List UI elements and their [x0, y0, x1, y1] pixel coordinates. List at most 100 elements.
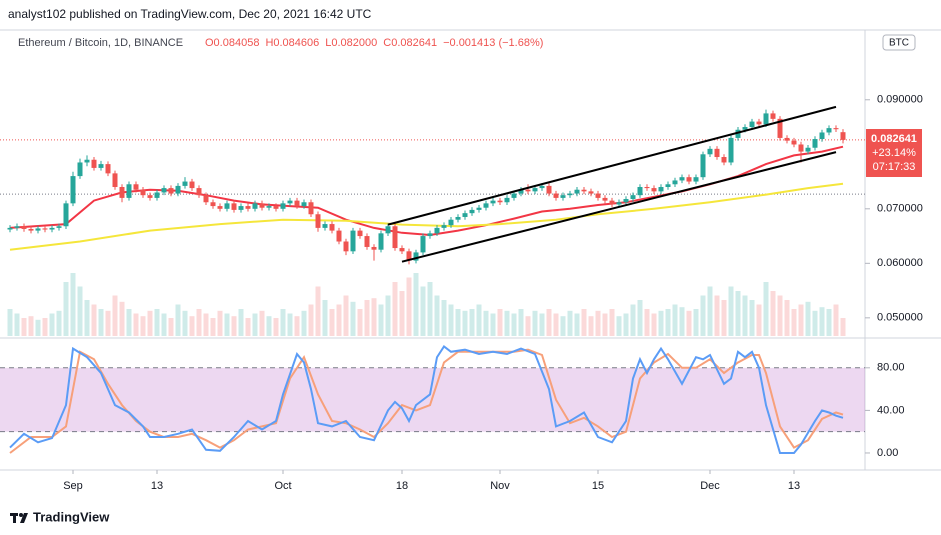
volume-bar [161, 313, 167, 336]
candle-body [98, 164, 104, 168]
volume-bar [49, 313, 55, 336]
candle-body [644, 186, 650, 189]
candle-body [336, 230, 342, 242]
volume-bar [770, 291, 776, 336]
candle-body [168, 188, 174, 194]
candle-body [245, 206, 251, 209]
volume-bar [329, 309, 335, 336]
volume-bar [420, 286, 426, 336]
volume-bar [189, 316, 195, 336]
volume-bar [672, 304, 678, 336]
candle-body [84, 159, 90, 163]
stoch-tick-label: 80.00 [877, 362, 905, 374]
candle-body [56, 226, 62, 228]
volume-bar [210, 318, 216, 336]
candle-body [112, 173, 118, 187]
candle-body [665, 184, 671, 187]
logo [10, 513, 28, 523]
candle-body [707, 148, 713, 155]
volume-bar [469, 309, 475, 336]
volume-bar [280, 309, 286, 336]
candle-body [231, 203, 237, 210]
volume-bar [511, 313, 517, 336]
volume-bar [273, 318, 279, 336]
volume-bar [812, 310, 818, 336]
candle-body [651, 188, 657, 192]
candle-body [686, 177, 692, 182]
volume-bar [301, 310, 307, 336]
candle-body [105, 164, 111, 174]
candle-body [238, 206, 244, 210]
volume-bar [637, 300, 643, 336]
volume-bar [441, 300, 447, 336]
volume-bar [455, 309, 461, 336]
x-tick-label: Sep [63, 480, 83, 492]
candle-body [7, 227, 13, 230]
candle-body [35, 228, 41, 231]
volume-bar [630, 304, 636, 336]
volume-bar [7, 309, 13, 336]
ohlc-value: −0.001413 (−1.68%) [443, 37, 543, 49]
candle-body [462, 213, 468, 217]
candle-body [350, 230, 356, 252]
candle-body [574, 189, 580, 194]
volume-bar [385, 295, 391, 336]
candle-body [693, 177, 699, 182]
candle-body [714, 148, 720, 158]
candle-body [840, 132, 846, 140]
volume-bar [133, 313, 139, 336]
candle-body [679, 177, 685, 181]
candle-body [658, 186, 664, 192]
volume-bar [259, 310, 265, 336]
candle-body [273, 206, 279, 209]
candle-body [553, 193, 559, 198]
candle-body [497, 200, 503, 203]
volume-bar [840, 318, 846, 336]
volume-bar [595, 310, 601, 336]
candle-body [763, 113, 769, 125]
volume-bar [756, 304, 762, 336]
x-tick-label: Nov [490, 480, 510, 492]
volume-bar [749, 300, 755, 336]
volume-bar [490, 313, 496, 336]
candle-body [448, 219, 454, 226]
volume-bar [623, 313, 629, 336]
volume-bar [714, 295, 720, 336]
candle-body [294, 200, 300, 207]
candle-body [308, 202, 314, 215]
volume-bar [805, 301, 811, 336]
candle-body [623, 198, 629, 203]
volume-bar [707, 286, 713, 336]
candle-body [322, 224, 328, 228]
candle-body [210, 202, 216, 207]
candle-body [252, 203, 258, 209]
volume-bar [147, 310, 153, 336]
volume-bar [28, 316, 34, 336]
volume-bar [399, 291, 405, 336]
volume-bar [140, 316, 146, 336]
candle-body [581, 189, 587, 192]
candle-body [413, 252, 419, 261]
candle-body [728, 137, 734, 163]
candle-body [266, 206, 272, 208]
x-tick-label: 18 [396, 480, 408, 492]
price-tag-text: +23.14% [872, 147, 916, 159]
volume-bar [763, 282, 769, 336]
volume-bar [336, 304, 342, 336]
candle-body [63, 203, 69, 227]
candle-body [119, 186, 125, 198]
candle-body [175, 185, 181, 194]
volume-bar [826, 309, 832, 336]
volume-bar [833, 304, 839, 336]
candle-body [784, 137, 790, 141]
candle-body [532, 188, 538, 192]
volume-bar [126, 309, 132, 336]
volume-bar [231, 316, 237, 336]
candle-body [91, 159, 97, 168]
volume-bar [700, 295, 706, 336]
candle-body [49, 227, 55, 230]
volume-bar [574, 313, 580, 336]
volume-bar [525, 316, 531, 336]
candle-body [140, 189, 146, 196]
ohlc-value: H0.084606 [265, 37, 319, 49]
